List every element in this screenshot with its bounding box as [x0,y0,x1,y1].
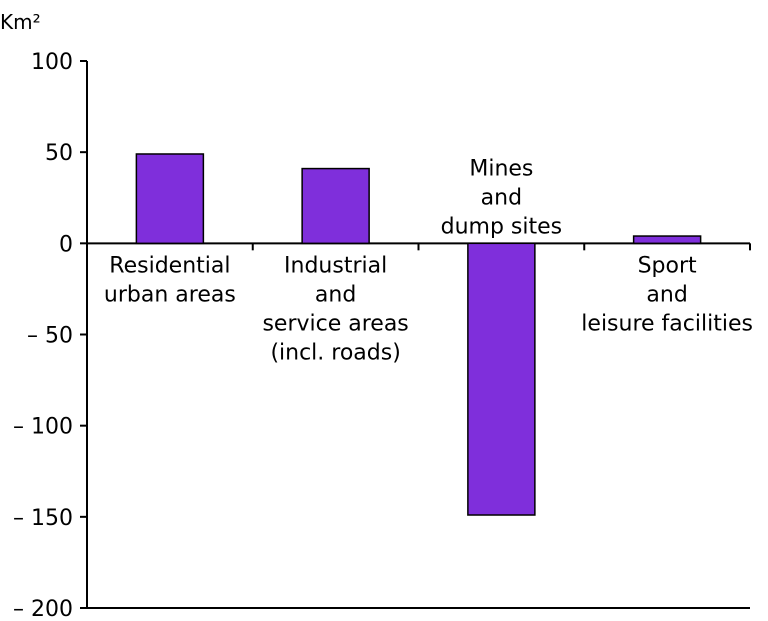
chart-bars [135,153,702,516]
bar [301,167,370,245]
y-tick-label: 100 [31,50,73,75]
y-axis-unit-label: Km² [0,10,41,34]
y-tick-label: – 100 [13,415,73,440]
x-category-label: Residential urban areas [104,253,236,307]
y-tick-label: – 200 [13,597,73,621]
y-tick-label: – 150 [13,506,73,531]
bar [135,153,205,245]
bar [467,242,536,516]
x-category-label: Sport and leisure facilities [581,253,753,336]
y-tick-label: 50 [45,141,73,166]
chart-labels: 100 50 0 – 50 – 100 – 150 – 200 Km² Residential u… [0,10,753,621]
y-tick-label: 0 [59,232,73,257]
x-category-label: Industrial and service areas (incl. roads) [262,253,408,365]
y-tick-label: – 50 [27,324,73,349]
x-category-label: Mines and dump sites [441,156,563,239]
bar [632,235,702,245]
